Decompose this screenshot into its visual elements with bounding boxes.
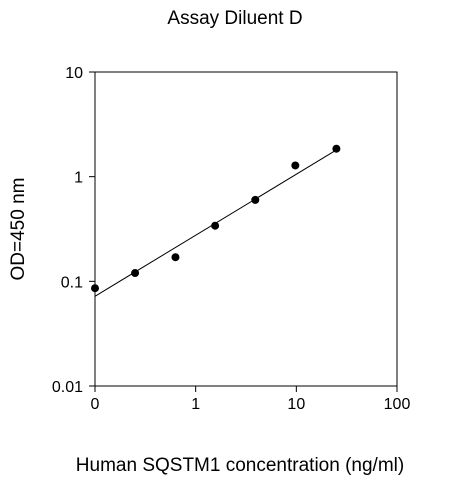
- x-tick-label: 1: [191, 396, 200, 413]
- data-point: [291, 161, 300, 170]
- y-tick-label: 1: [74, 170, 83, 187]
- data-points: [91, 144, 341, 293]
- y-axis-ticks: 0.01 0.1 1 10: [52, 65, 95, 396]
- y-tick-label: 0.01: [52, 379, 83, 396]
- y-tick-label: 0.1: [61, 274, 83, 291]
- data-point: [131, 269, 140, 278]
- y-axis-label: OD=450 nm: [8, 178, 29, 281]
- x-tick-label: 10: [287, 396, 305, 413]
- x-tick-label: 0: [91, 396, 100, 413]
- chart-title: Assay Diluent D: [167, 8, 302, 29]
- plot-area-frame: [94, 71, 398, 387]
- data-point: [332, 144, 341, 153]
- data-point: [211, 221, 220, 230]
- data-point: [251, 195, 260, 204]
- y-tick-label: 10: [65, 65, 83, 82]
- x-axis-label: Human SQSTM1 concentration (ng/ml): [76, 455, 404, 476]
- x-axis-ticks: 0 1 10 100: [91, 386, 411, 413]
- x-tick-label: 100: [384, 396, 411, 413]
- data-point: [91, 284, 99, 293]
- data-point: [171, 253, 180, 262]
